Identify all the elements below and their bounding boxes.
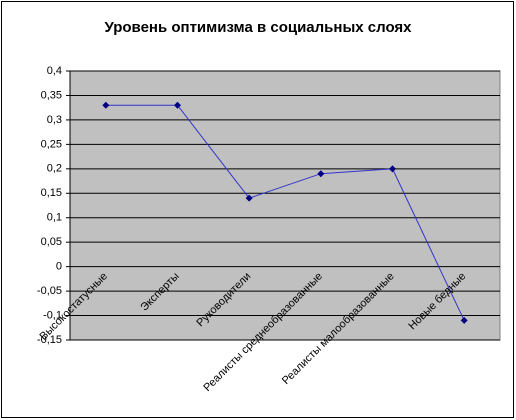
y-tick-label: 0,05 — [41, 236, 62, 248]
y-tick-label: -0,05 — [37, 285, 62, 297]
y-tick-label: 0,25 — [41, 138, 62, 150]
plot-area — [69, 70, 501, 341]
y-tick-label: 0,15 — [41, 187, 62, 199]
data-marker — [174, 101, 181, 109]
data-marker — [460, 316, 468, 324]
y-tick-label: 0,35 — [41, 89, 62, 101]
y-tick-label: -0,1 — [43, 309, 62, 321]
y-tick-label: 0,4 — [47, 65, 62, 77]
y-tick-label: 0,3 — [47, 114, 62, 126]
data-marker — [389, 165, 396, 173]
y-tick-label: 0,1 — [47, 212, 62, 224]
data-line — [105, 104, 465, 321]
chart-title: Уровень оптимизма в социальных слоях — [104, 19, 412, 36]
data-marker — [102, 101, 110, 109]
y-tick-label: -0,15 — [37, 334, 62, 346]
data-marker — [317, 170, 325, 178]
y-tick-label: 0 — [56, 261, 62, 273]
y-tick-label: 0,2 — [47, 163, 62, 175]
data-marker — [245, 194, 253, 202]
